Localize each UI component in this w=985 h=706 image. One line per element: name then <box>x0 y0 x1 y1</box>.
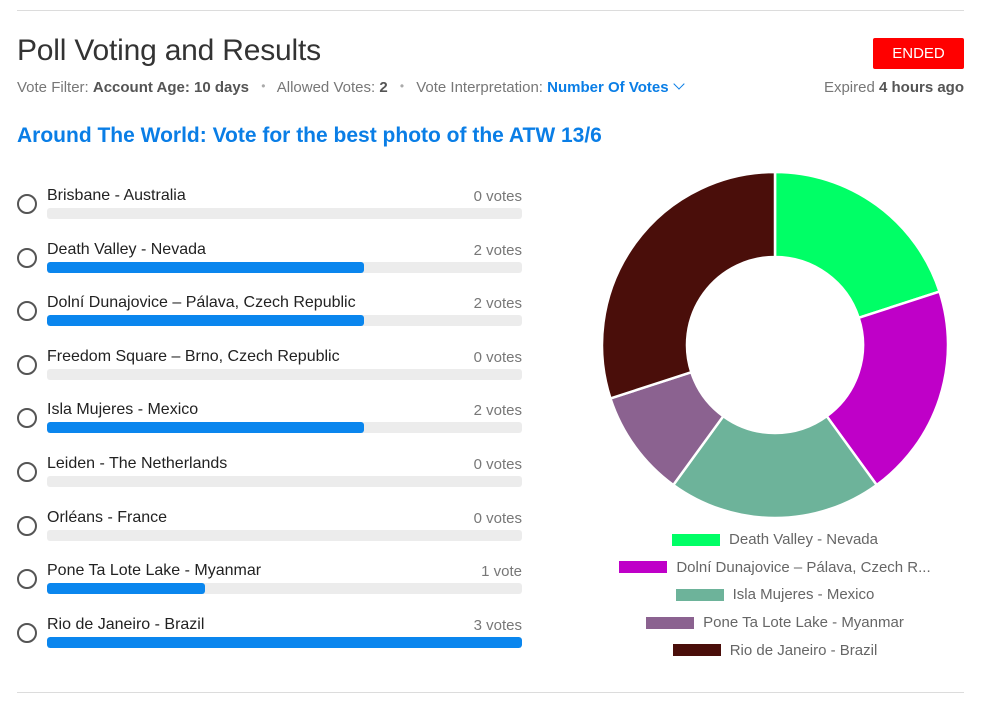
option-label[interactable]: Death Valley - Nevada <box>47 240 206 258</box>
expired-status: Expired 4 hours ago <box>824 79 964 96</box>
option-vote-count: 0 votes <box>473 188 522 205</box>
legend-label: Death Valley - Nevada <box>729 531 878 549</box>
radio-button[interactable] <box>17 301 37 322</box>
vote-progress-bar <box>47 529 522 541</box>
radio-button[interactable] <box>17 622 37 643</box>
separator-dot: • <box>399 79 405 93</box>
legend-label: Isla Mujeres - Mexico <box>732 586 875 604</box>
vote-progress-bar <box>47 261 522 273</box>
option-label[interactable]: Isla Mujeres - Mexico <box>47 401 199 419</box>
top-divider <box>17 10 964 11</box>
option-label[interactable]: Pone Ta Lote Lake - Myanmar <box>47 562 262 580</box>
vote-progress-bar <box>47 368 522 380</box>
bottom-divider <box>17 692 964 693</box>
donut-slice <box>671 414 879 520</box>
legend-item: Pone Ta Lote Lake - Myanmar <box>595 609 955 637</box>
option-vote-count: 0 votes <box>473 455 522 473</box>
poll-option[interactable]: Isla Mujeres - Mexico 2 votes <box>17 400 522 454</box>
poll-option[interactable]: Dolní Dunajovice – Pálava, Czech Republi… <box>17 293 522 347</box>
poll-options-list: Brisbane - Australia 0 votes Death Valle… <box>17 186 522 668</box>
vote-progress-bar <box>47 636 522 648</box>
interpretation-value[interactable]: Number Of Votes <box>547 79 669 96</box>
donut-slice <box>824 289 950 487</box>
status-badge: ENDED <box>873 38 964 69</box>
poll-option[interactable]: Freedom Square – Brno, Czech Republic 0 … <box>17 347 522 401</box>
legend-swatch <box>672 644 721 657</box>
donut-slice <box>773 170 942 320</box>
legend-item: Dolní Dunajovice – Pálava, Czech R... <box>595 554 955 582</box>
radio-button[interactable] <box>17 354 37 375</box>
vote-progress-bar <box>47 583 522 595</box>
option-vote-count: 0 votes <box>473 348 522 366</box>
expired-label: Expired <box>823 79 875 96</box>
poll-option[interactable]: Orléans - France 0 votes <box>17 508 522 562</box>
legend-label: Dolní Dunajovice – Pálava, Czech R... <box>676 558 931 576</box>
chart-legend: Death Valley - Nevada Dolní Dunajovice – … <box>595 526 955 664</box>
poll-option[interactable]: Brisbane - Australia 0 votes <box>17 186 522 240</box>
radio-button[interactable] <box>17 194 37 214</box>
donut-slice <box>600 170 777 401</box>
vote-progress-bar <box>47 208 522 219</box>
option-label[interactable]: Orléans - France <box>47 508 168 526</box>
poll-question: Around The World: Vote for the best phot… <box>17 124 602 147</box>
chevron-down-icon[interactable] <box>672 78 685 90</box>
option-vote-count: 3 votes <box>473 616 522 634</box>
option-vote-count: 1 vote <box>481 563 522 581</box>
legend-label: Rio de Janeiro - Brazil <box>729 641 878 659</box>
vote-progress-fill <box>47 261 364 273</box>
radio-button[interactable] <box>17 408 37 429</box>
interpretation-label: Vote Interpretation: <box>416 79 543 96</box>
vote-filter-value: Account Age: 10 days <box>92 79 250 96</box>
separator-dot: • <box>261 79 266 93</box>
option-label[interactable]: Freedom Square – Brno, Czech Republic <box>47 347 340 365</box>
option-vote-count: 2 votes <box>473 402 522 420</box>
legend-swatch <box>672 533 721 546</box>
legend-label: Pone Ta Lote Lake - Myanmar <box>703 614 904 632</box>
legend-swatch <box>675 588 724 601</box>
vote-progress-bar <box>47 422 522 434</box>
legend-swatch <box>646 616 695 629</box>
allowed-votes-label: Allowed Votes: <box>276 79 376 96</box>
option-label[interactable]: Dolní Dunajovice – Pálava, Czech Republi… <box>47 294 356 312</box>
option-label[interactable]: Leiden - The Netherlands <box>47 454 228 472</box>
radio-button[interactable] <box>17 247 37 268</box>
vote-progress-bar <box>47 315 522 327</box>
radio-button[interactable] <box>17 515 37 536</box>
option-vote-count: 2 votes <box>473 295 522 313</box>
poll-option[interactable]: Death Valley - Nevada 2 votes <box>17 240 522 294</box>
vote-progress-fill <box>47 636 522 648</box>
results-donut-chart <box>600 170 950 520</box>
vote-filter-label: Vote Filter: <box>17 79 89 96</box>
legend-item: Death Valley - Nevada <box>595 526 955 554</box>
poll-option[interactable]: Pone Ta Lote Lake - Myanmar 1 vote <box>17 561 522 615</box>
vote-progress-fill <box>47 422 364 434</box>
radio-button[interactable] <box>17 461 37 482</box>
legend-item: Isla Mujeres - Mexico <box>595 581 955 609</box>
vote-progress-bar <box>47 475 522 487</box>
expired-value: 4 hours ago <box>878 79 964 96</box>
legend-item: Rio de Janeiro - Brazil <box>595 636 955 664</box>
option-vote-count: 2 votes <box>473 241 522 259</box>
vote-progress-fill <box>47 315 364 327</box>
allowed-votes-value: 2 <box>379 79 388 96</box>
poll-meta: Vote Filter: Account Age: 10 days • Allo… <box>17 78 685 96</box>
page-title: Poll Voting and Results <box>17 34 321 67</box>
poll-option[interactable]: Rio de Janeiro - Brazil 3 votes <box>17 615 522 669</box>
option-label[interactable]: Rio de Janeiro - Brazil <box>47 615 205 633</box>
option-vote-count: 0 votes <box>473 509 522 527</box>
vote-progress-fill <box>47 583 206 595</box>
interpretation-select[interactable]: Number Of Votes <box>547 78 685 96</box>
poll-option[interactable]: Leiden - The Netherlands 0 votes <box>17 454 522 508</box>
legend-swatch <box>619 561 668 574</box>
radio-button[interactable] <box>17 569 37 590</box>
option-label[interactable]: Brisbane - Australia <box>47 187 186 204</box>
